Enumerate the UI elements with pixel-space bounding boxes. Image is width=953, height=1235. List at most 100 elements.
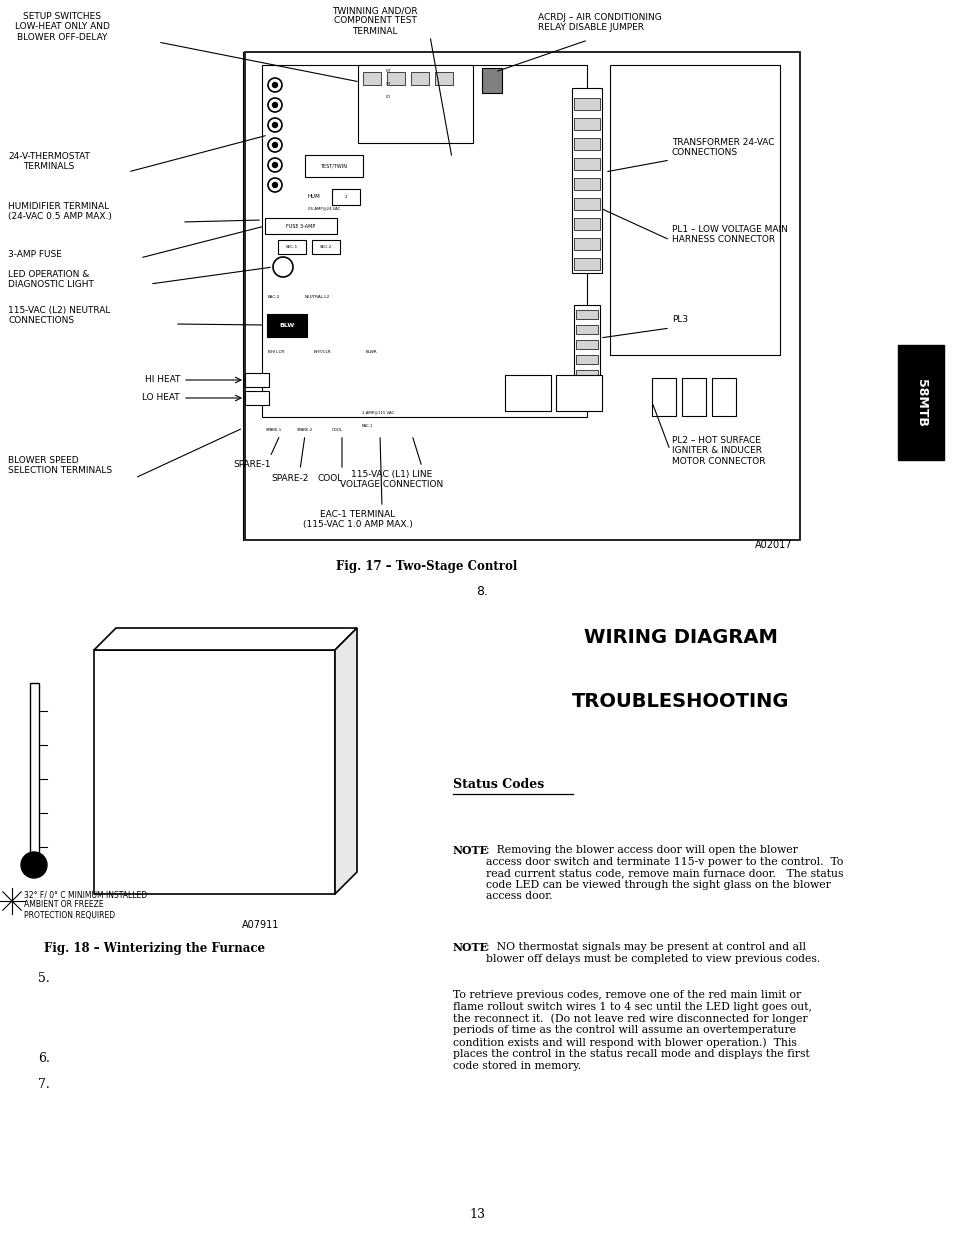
Text: ACRDJ – AIR CONDITIONING
RELAY DISABLE JUMPER: ACRDJ – AIR CONDITIONING RELAY DISABLE J… [537, 14, 661, 32]
Text: 7.: 7. [38, 1078, 50, 1091]
Circle shape [273, 83, 277, 88]
Bar [609, 65, 780, 354]
Text: OFF: OFF [386, 82, 391, 86]
Text: SPARE-2: SPARE-2 [296, 429, 313, 432]
Text: SEC-2: SEC-2 [319, 245, 332, 249]
Bar [711, 378, 735, 416]
Text: 3-AMP FUSE: 3-AMP FUSE [8, 249, 62, 259]
Text: SPARE-1: SPARE-1 [266, 429, 282, 432]
Text: BHI LCR: BHI LCR [268, 350, 284, 354]
Text: Fig. 18 – Winterizing the Furnace: Fig. 18 – Winterizing the Furnace [45, 942, 265, 955]
Text: TROUBLESHOOTING: TROUBLESHOOTING [571, 692, 788, 711]
Bar [651, 378, 676, 416]
Text: 6.: 6. [38, 1052, 50, 1065]
Text: A07911: A07911 [242, 920, 279, 930]
Bar [574, 158, 599, 170]
Circle shape [21, 852, 47, 878]
Bar [435, 72, 453, 85]
Text: HUM: HUM [308, 194, 320, 200]
Bar [363, 72, 380, 85]
Text: COOL: COOL [332, 429, 343, 432]
Bar [245, 373, 269, 387]
Bar [245, 391, 269, 405]
Text: NOTE: NOTE [453, 845, 488, 856]
Text: :  NO thermostat signals may be present at control and all
blower off delays mus: : NO thermostat signals may be present a… [485, 942, 820, 963]
Circle shape [273, 103, 277, 107]
Bar [574, 219, 599, 230]
Bar [357, 65, 473, 143]
Text: HUMIDIFIER TERMINAL
(24-VAC 0.5 AMP MAX.): HUMIDIFIER TERMINAL (24-VAC 0.5 AMP MAX.… [8, 203, 112, 221]
Text: LHT: LHT [386, 69, 392, 73]
Text: HI HEAT: HI HEAT [145, 375, 180, 384]
Text: PL1 – LOW VOLTAGE MAIN
HARNESS CONNECTOR: PL1 – LOW VOLTAGE MAIN HARNESS CONNECTOR [671, 225, 787, 245]
Circle shape [273, 183, 277, 188]
Text: EAC-1: EAC-1 [361, 424, 374, 429]
Bar [245, 52, 800, 540]
Text: Status Codes: Status Codes [453, 778, 543, 790]
Bar [265, 219, 336, 233]
Text: LED OPERATION &
DIAGNOSTIC LIGHT: LED OPERATION & DIAGNOSTIC LIGHT [8, 270, 93, 289]
Text: A02017: A02017 [754, 540, 791, 550]
Text: 24-V-THERMOSTAT
TERMINALS: 24-V-THERMOSTAT TERMINALS [8, 152, 90, 172]
Text: To retrieve previous codes, remove one of the red main limit or
flame rollout sw: To retrieve previous codes, remove one o… [453, 990, 811, 1071]
Text: TEST/TWIN: TEST/TWIN [320, 164, 347, 169]
Text: PL3: PL3 [671, 315, 687, 325]
Bar [576, 325, 598, 333]
Bar [574, 119, 599, 130]
Bar [574, 138, 599, 149]
Text: BLWR: BLWR [366, 350, 377, 354]
Text: 2: 2 [344, 195, 347, 199]
Bar [556, 375, 601, 411]
Text: TRANSFORMER 24-VAC
CONNECTIONS: TRANSFORMER 24-VAC CONNECTIONS [671, 138, 774, 157]
Text: 115-VAC (L2) NEUTRAL
CONNECTIONS: 115-VAC (L2) NEUTRAL CONNECTIONS [8, 306, 111, 325]
Text: 0.5-AMP@24-VAC: 0.5-AMP@24-VAC [308, 206, 341, 210]
Text: EAC-1 TERMINAL
(115-VAC 1.0 AMP MAX.): EAC-1 TERMINAL (115-VAC 1.0 AMP MAX.) [303, 510, 413, 530]
Text: SPARE-1: SPARE-1 [233, 459, 271, 469]
Text: TWINNING AND/OR
COMPONENT TEST
TERMINAL: TWINNING AND/OR COMPONENT TEST TERMINAL [332, 6, 417, 36]
Circle shape [273, 163, 277, 168]
Bar [574, 98, 599, 110]
Bar [576, 340, 598, 350]
Text: FUSE 3-AMP: FUSE 3-AMP [286, 224, 315, 228]
Text: NOTE: NOTE [453, 942, 488, 953]
Text: 58MTB: 58MTB [914, 379, 926, 426]
Bar [504, 375, 551, 411]
Bar [574, 198, 599, 210]
Text: NEUTRAL-L2: NEUTRAL-L2 [305, 295, 330, 299]
Text: WIRING DIAGRAM: WIRING DIAGRAM [583, 629, 777, 647]
Bar [387, 72, 405, 85]
Text: 8.: 8. [476, 585, 488, 598]
Text: SETUP SWITCHES
LOW-HEAT ONLY AND
BLOWER OFF-DELAY: SETUP SWITCHES LOW-HEAT ONLY AND BLOWER … [15, 12, 110, 42]
Bar [681, 378, 705, 416]
Text: COOL: COOL [317, 474, 342, 483]
Bar [576, 310, 598, 319]
Bar [574, 258, 599, 270]
Text: BLW: BLW [279, 324, 294, 329]
Bar [411, 72, 429, 85]
Bar [312, 240, 339, 254]
Text: 13: 13 [469, 1208, 484, 1221]
Text: SPARE-2: SPARE-2 [271, 474, 309, 483]
Bar [262, 65, 586, 417]
Bar [574, 178, 599, 190]
Text: BLOWER SPEED
SELECTION TERMINALS: BLOWER SPEED SELECTION TERMINALS [8, 456, 112, 475]
Text: LO HEAT: LO HEAT [142, 394, 180, 403]
Text: PL2 – HOT SURFACE
IGNITER & INDUCER
MOTOR CONNECTOR: PL2 – HOT SURFACE IGNITER & INDUCER MOTO… [671, 436, 764, 466]
Text: DLY: DLY [386, 95, 391, 99]
Bar [30, 683, 38, 858]
Bar [574, 238, 599, 249]
FancyBboxPatch shape [897, 345, 943, 459]
Text: 5.: 5. [38, 972, 50, 986]
Text: 32° F/ 0° C MINIMUM INSTALLED
AMBIENT OR FREEZE
PROTECTION REQUIRED: 32° F/ 0° C MINIMUM INSTALLED AMBIENT OR… [24, 890, 147, 920]
Bar [332, 189, 359, 205]
Bar [576, 370, 598, 379]
Bar [576, 354, 598, 364]
Text: Fig. 17 – Two-Stage Control: Fig. 17 – Two-Stage Control [336, 559, 517, 573]
Circle shape [273, 122, 277, 127]
Text: BHT/CLR: BHT/CLR [314, 350, 332, 354]
Bar [267, 314, 307, 337]
Bar [94, 650, 335, 894]
Bar [572, 88, 601, 273]
Polygon shape [94, 629, 356, 650]
Text: 115-VAC (L1) LINE
VOLTAGE CONNECTION: 115-VAC (L1) LINE VOLTAGE CONNECTION [340, 471, 443, 489]
